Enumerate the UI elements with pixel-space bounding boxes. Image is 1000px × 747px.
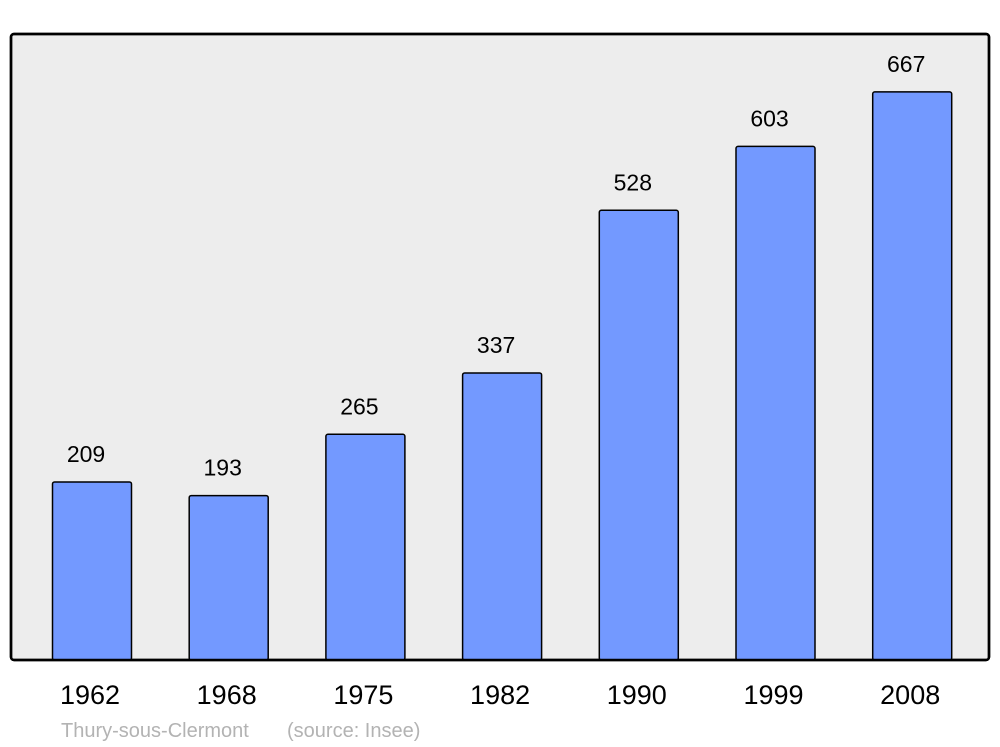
data-label-1975: 265	[340, 393, 378, 419]
bar-1990	[598, 209, 680, 661]
x-tick-1962: 1962	[60, 680, 120, 710]
x-tick-2008: 2008	[880, 680, 940, 710]
bar-1982	[461, 372, 543, 661]
bar-1975	[325, 433, 406, 661]
bar-1968	[188, 494, 269, 661]
x-tick-1975: 1975	[333, 680, 393, 710]
x-tick-1968: 1968	[197, 680, 257, 710]
x-tick-1982: 1982	[470, 680, 530, 710]
data-label-1999: 603	[750, 105, 788, 131]
x-tick-1990: 1990	[607, 680, 667, 710]
footer-place: Thury-sous-Clermont	[61, 720, 249, 742]
bar-1962	[51, 481, 133, 661]
data-label-1990: 528	[614, 169, 652, 195]
footer-source: (source: Insee)	[287, 720, 420, 742]
bar-1999	[735, 145, 816, 661]
data-label-2008: 667	[887, 51, 925, 77]
bar-2008	[871, 91, 953, 661]
data-label-1968: 193	[204, 455, 242, 481]
plot-frame	[9, 32, 991, 662]
data-label-1962: 209	[67, 441, 105, 467]
data-label-1982: 337	[477, 332, 515, 358]
x-tick-1999: 1999	[743, 680, 803, 710]
